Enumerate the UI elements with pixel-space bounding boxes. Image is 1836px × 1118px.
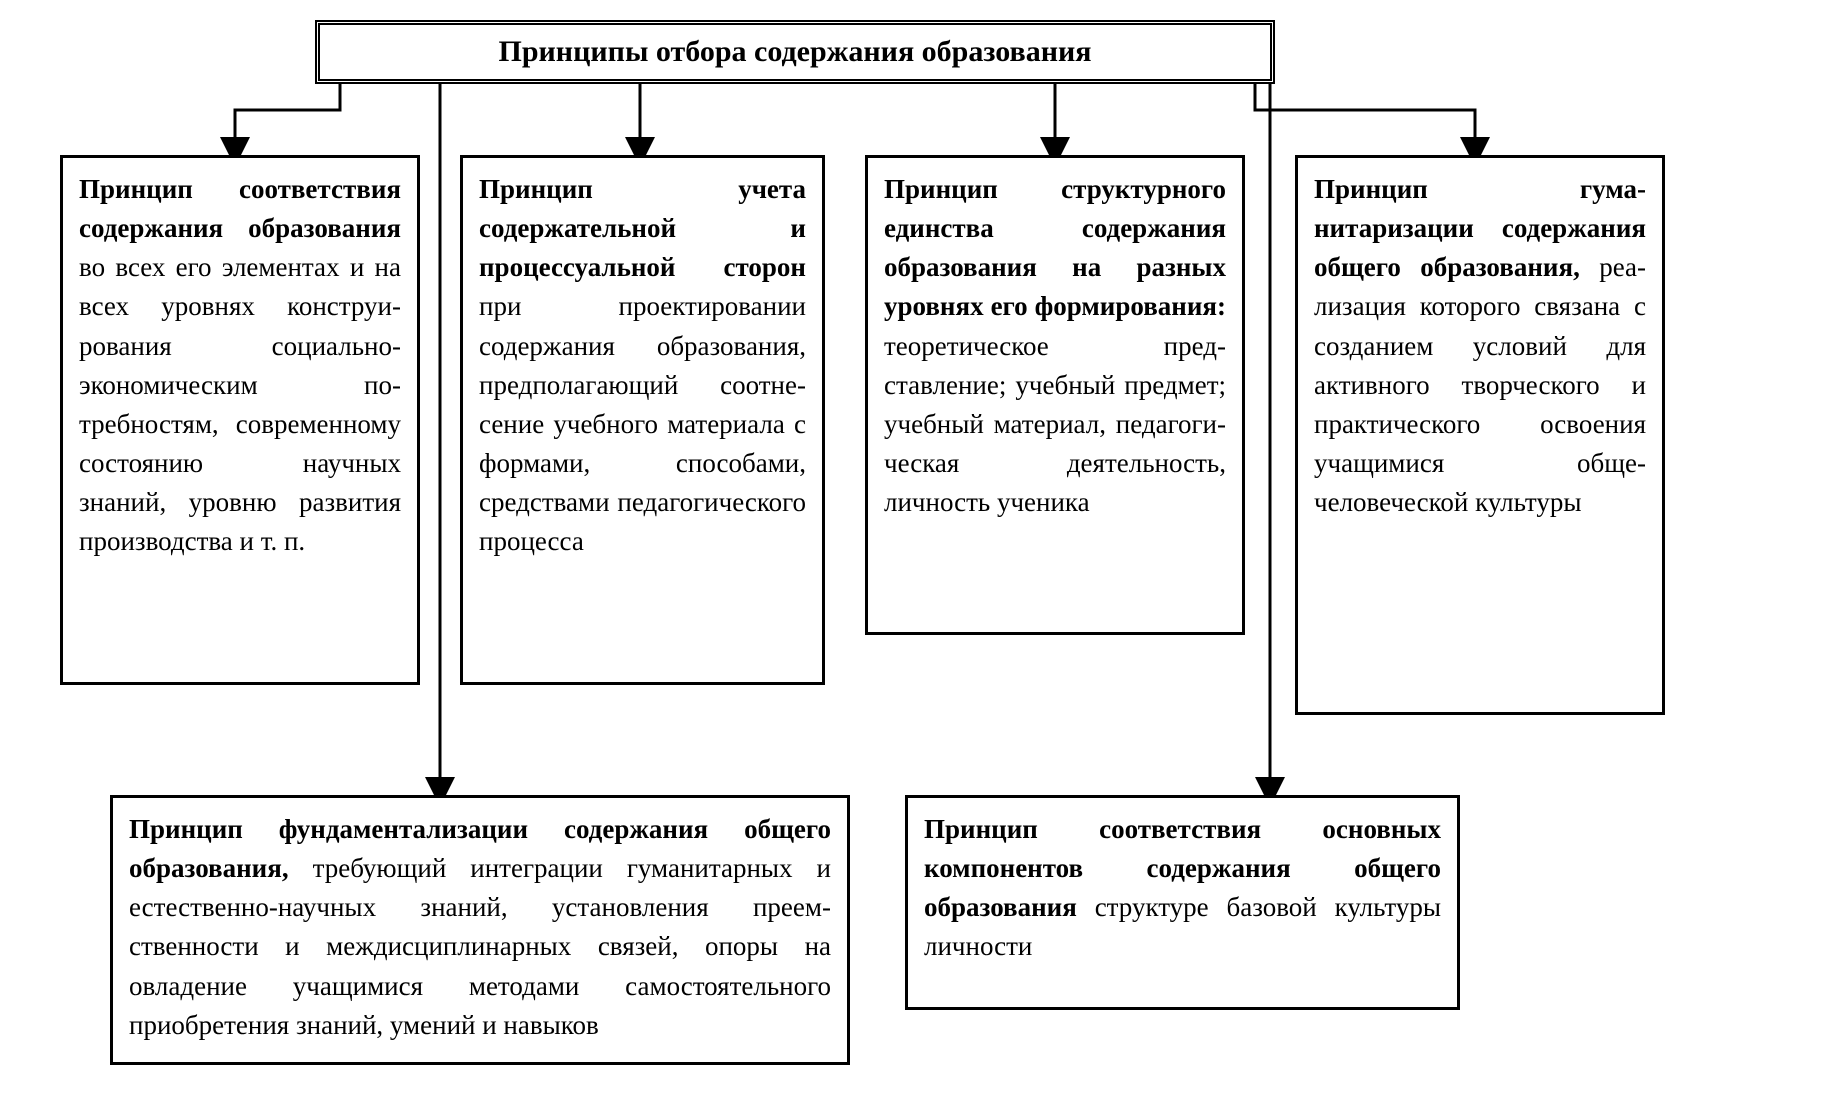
principle-3-bold: Принцип структур­ного единства содер­жан… [884, 174, 1226, 321]
principle-box-4: Принцип гума­нитаризации со­держания общ… [1295, 155, 1665, 715]
principle-1-bold: Принцип соот­ветствия содержа­ния образо… [79, 174, 401, 243]
diagram-container: Принципы отбора содержания образования П… [20, 20, 1816, 1098]
principle-box-5: Принцип фундаментализации содержания общ… [110, 795, 850, 1065]
principle-4-rest: реа­лизация которого связана с создани­е… [1314, 252, 1646, 517]
principle-2-bold: Принцип учета содержательной и процессуа… [479, 174, 806, 282]
title-text: Принципы отбора содержания образования [499, 35, 1092, 68]
title-box: Принципы отбора содержания образования [315, 20, 1275, 84]
principle-box-2: Принцип учета содержательной и процессуа… [460, 155, 825, 685]
principle-2-rest: при проекти­ровании содержания образован… [479, 291, 806, 556]
principle-box-6: Принцип соответствия основ­ных компонент… [905, 795, 1460, 1010]
principle-box-1: Принцип соот­ветствия содержа­ния образо… [60, 155, 420, 685]
principle-1-rest: во всех его эле­ментах и на всех уровнях… [79, 252, 401, 556]
principle-3-rest: теоретическое пред­ставление; учебный пр… [884, 331, 1226, 518]
principle-box-3: Принцип структур­ного единства содер­жан… [865, 155, 1245, 635]
